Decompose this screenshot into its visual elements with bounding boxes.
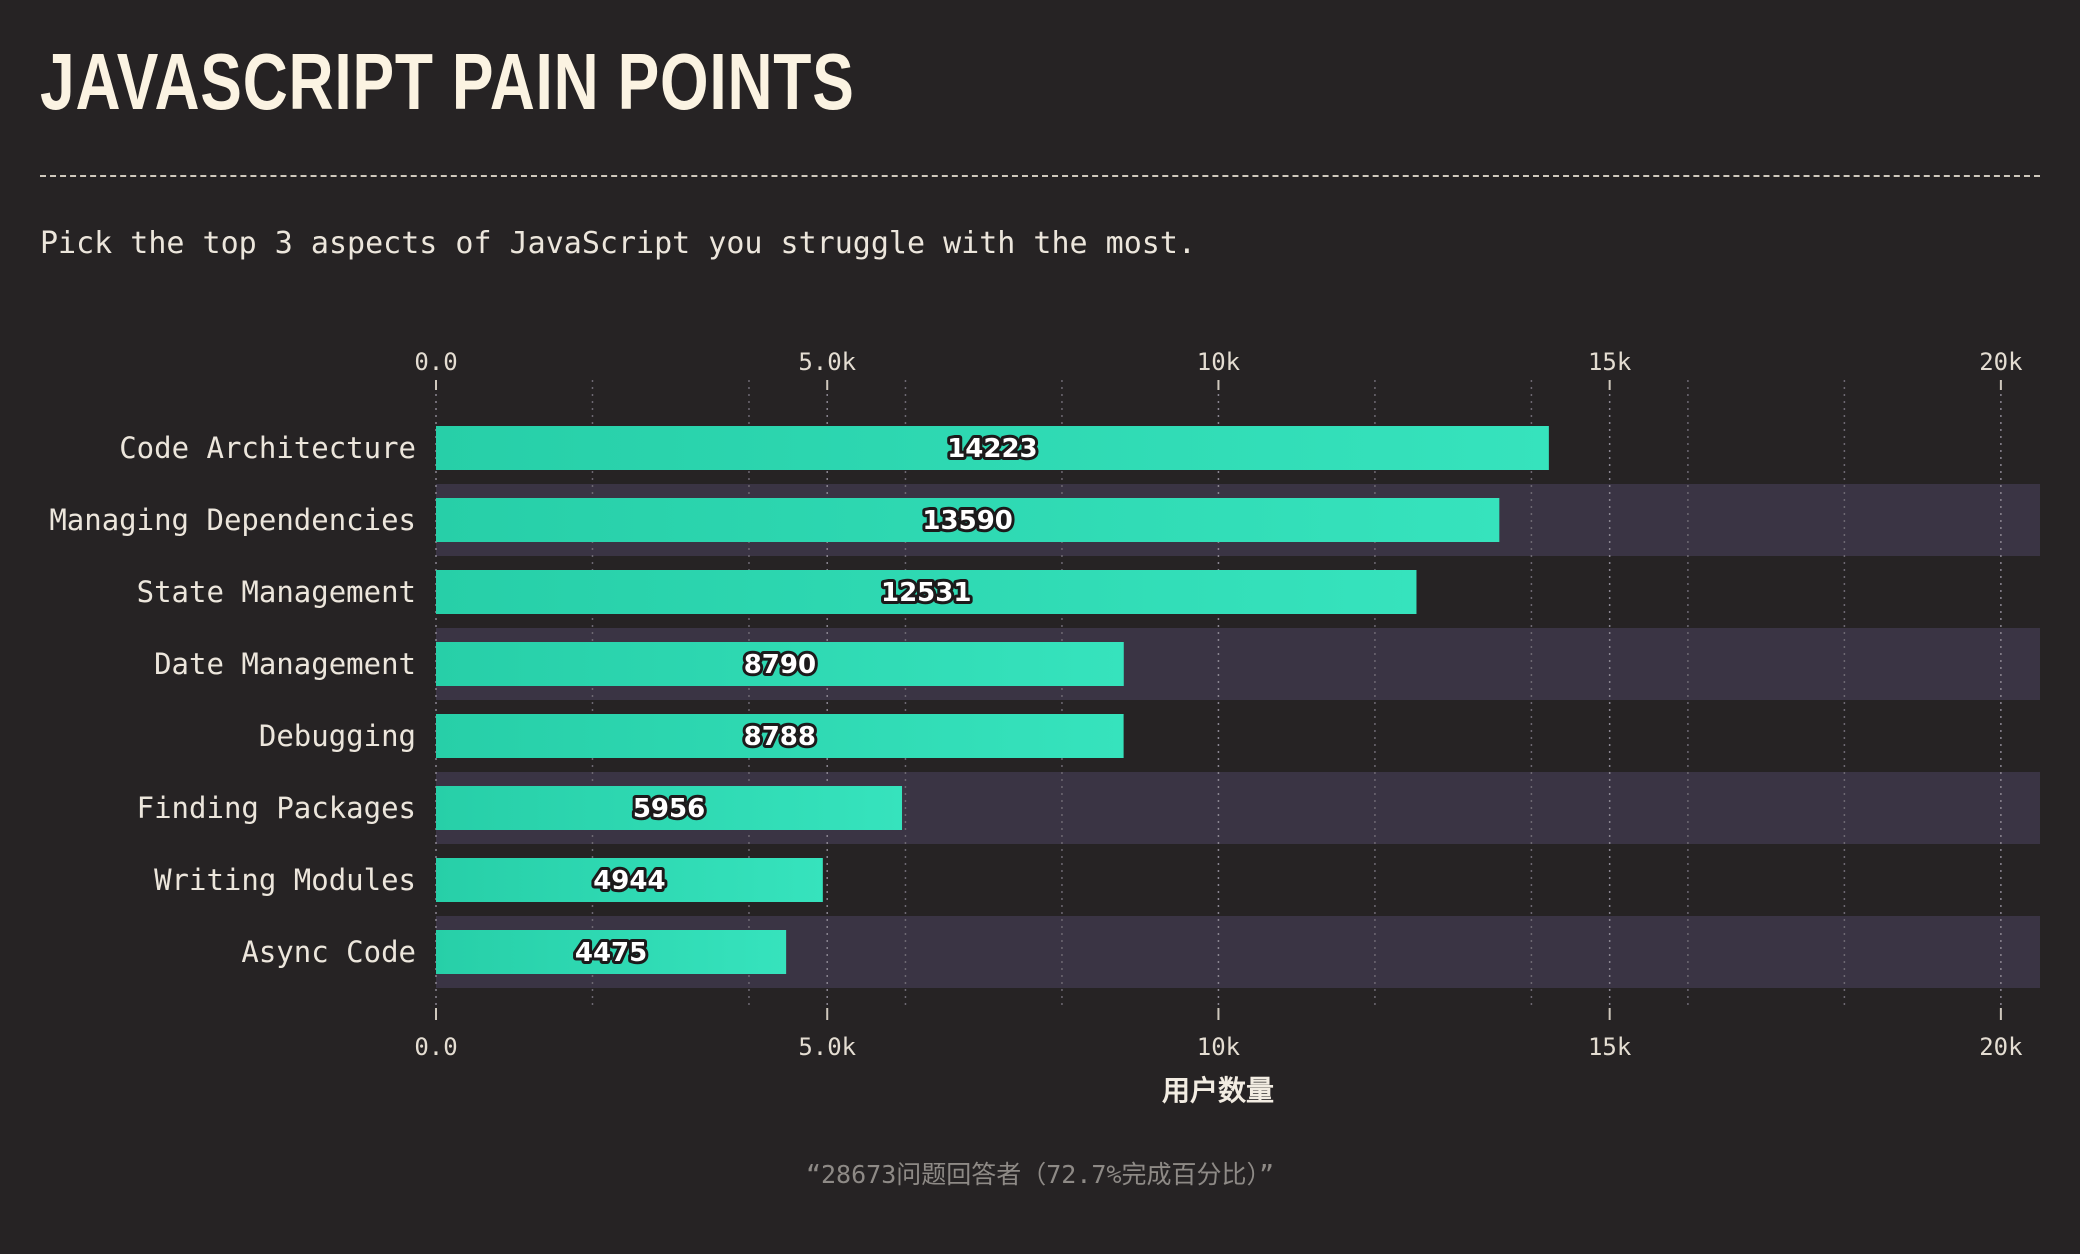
- bottom-tick-label: 20k: [1979, 1033, 2023, 1061]
- x-axis-title: 用户数量: [1162, 1074, 1274, 1107]
- category-label: Async Code: [241, 935, 416, 969]
- top-tick-label: 10k: [1197, 348, 1241, 376]
- category-label: Writing Modules: [154, 863, 416, 897]
- gridlines: [435, 380, 2002, 1010]
- top-tick-label: 5.0k: [798, 348, 856, 376]
- bar-value-label: 14223: [947, 434, 1037, 464]
- category-label: Date Management: [154, 647, 416, 681]
- category-label: Debugging: [259, 719, 416, 753]
- bar: [436, 786, 903, 830]
- bar-value-label: 4475: [575, 938, 647, 968]
- bar: [436, 930, 787, 974]
- bar-value-label: 5956: [633, 794, 705, 824]
- category-label: Finding Packages: [137, 791, 416, 825]
- respondents-footnote: “28673问题回答者（72.7%完成百分比）”: [805, 1160, 1275, 1189]
- bar: [436, 858, 823, 902]
- bar: [436, 426, 1549, 470]
- bar: [436, 570, 1417, 614]
- question-subtitle: Pick the top 3 aspects of JavaScript you…: [40, 226, 1196, 261]
- category-labels: Code Architecture Managing Dependencies St…: [49, 431, 416, 969]
- bar: [436, 498, 1500, 542]
- category-label: Code Architecture: [119, 431, 416, 465]
- bar-value-label: 4944: [593, 866, 665, 896]
- bars: 14223 13590 12531 8790 8788 5956 4944 4475: [436, 426, 1549, 974]
- bottom-tick-label: 15k: [1588, 1033, 1632, 1061]
- top-tick-label: 0.0: [414, 348, 457, 376]
- top-tick-label: 20k: [1979, 348, 2023, 376]
- top-tick-label: 15k: [1588, 348, 1632, 376]
- category-label: State Management: [137, 575, 416, 609]
- title-divider: [40, 175, 2040, 177]
- bar-value-label: 8790: [744, 650, 816, 680]
- page-title: JAVASCRIPT PAIN POINTS: [40, 37, 855, 126]
- bar: [436, 642, 1124, 686]
- category-label: Managing Dependencies: [49, 503, 416, 537]
- bar-chart: 0.0 0.0 5.0k 5.0k 10k 10k 15k 15k 20k 20k 14223 13…: [49, 348, 2040, 1107]
- bar-value-label: 13590: [922, 506, 1012, 536]
- bar-value-label: 8788: [744, 722, 816, 752]
- bottom-tick-label: 0.0: [414, 1033, 457, 1061]
- bottom-tick-label: 10k: [1197, 1033, 1241, 1061]
- bottom-tick-label: 5.0k: [798, 1033, 856, 1061]
- bar-value-label: 12531: [881, 578, 971, 608]
- axes: 0.0 0.0 5.0k 5.0k 10k 10k 15k 15k 20k 20k: [414, 348, 2023, 1061]
- bar: [436, 714, 1124, 758]
